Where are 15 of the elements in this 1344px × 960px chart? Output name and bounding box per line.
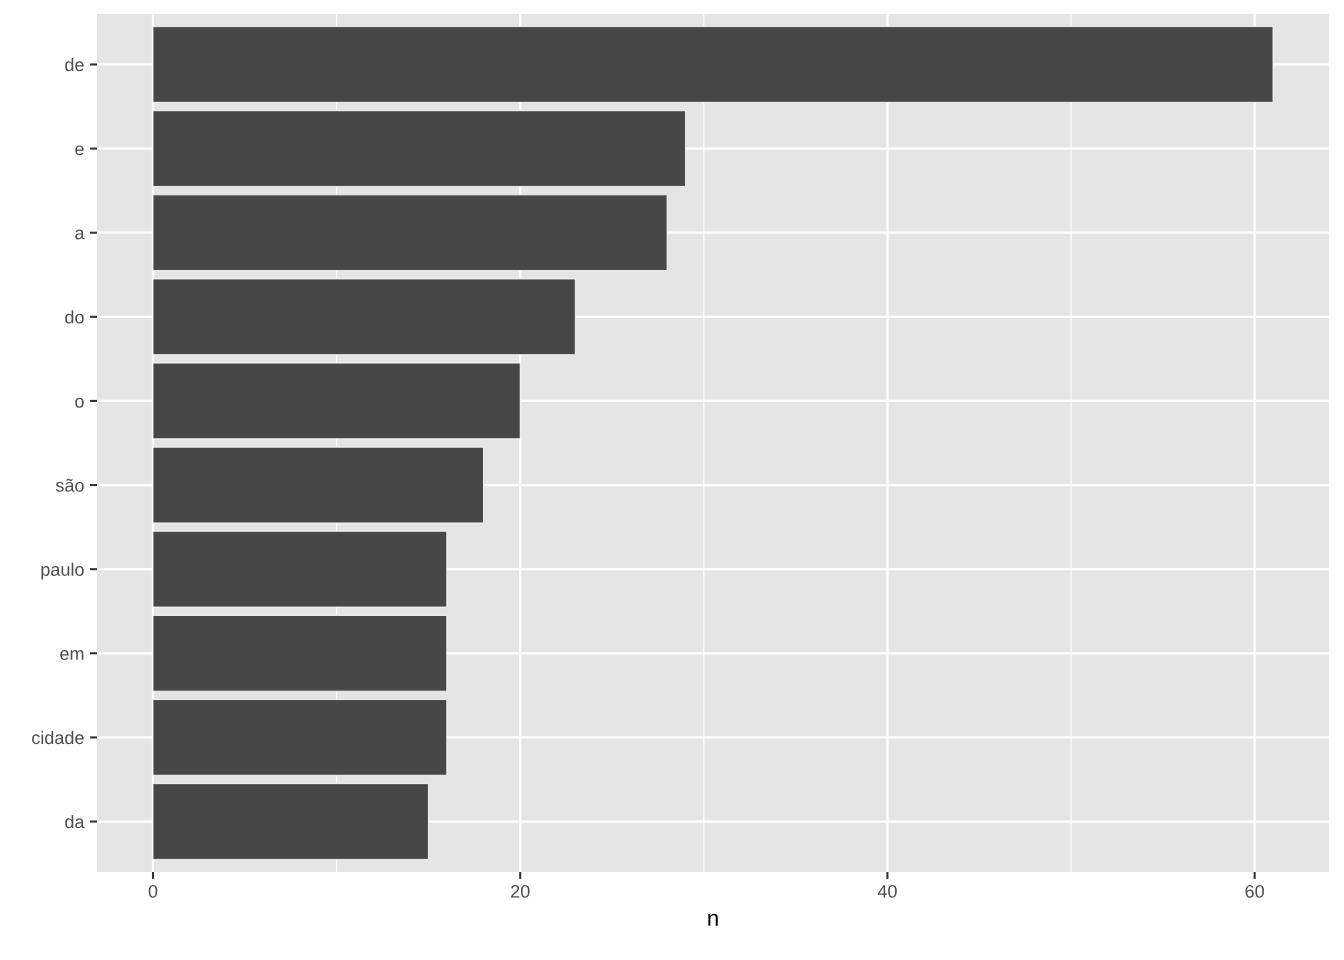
y-tick-label: em xyxy=(60,650,84,661)
x-tick-label: 20 xyxy=(511,884,530,898)
y-tick-label: cidade xyxy=(32,730,84,745)
y-tick-label: da xyxy=(65,814,85,829)
y-tick-label: paulo xyxy=(41,562,84,580)
y-tick-label: de xyxy=(65,57,84,72)
y-tick-label: o xyxy=(75,397,84,408)
x-tick-label: 40 xyxy=(877,884,897,898)
y-tick-label: e xyxy=(75,145,84,156)
y-tick-label: a xyxy=(75,229,85,240)
y-tick-label: do xyxy=(65,310,84,324)
x-axis-title: n xyxy=(708,913,718,926)
x-tick-label: 60 xyxy=(1245,884,1264,898)
y-tick-label: são xyxy=(55,478,84,492)
x-tick-label: 0 xyxy=(148,884,158,898)
